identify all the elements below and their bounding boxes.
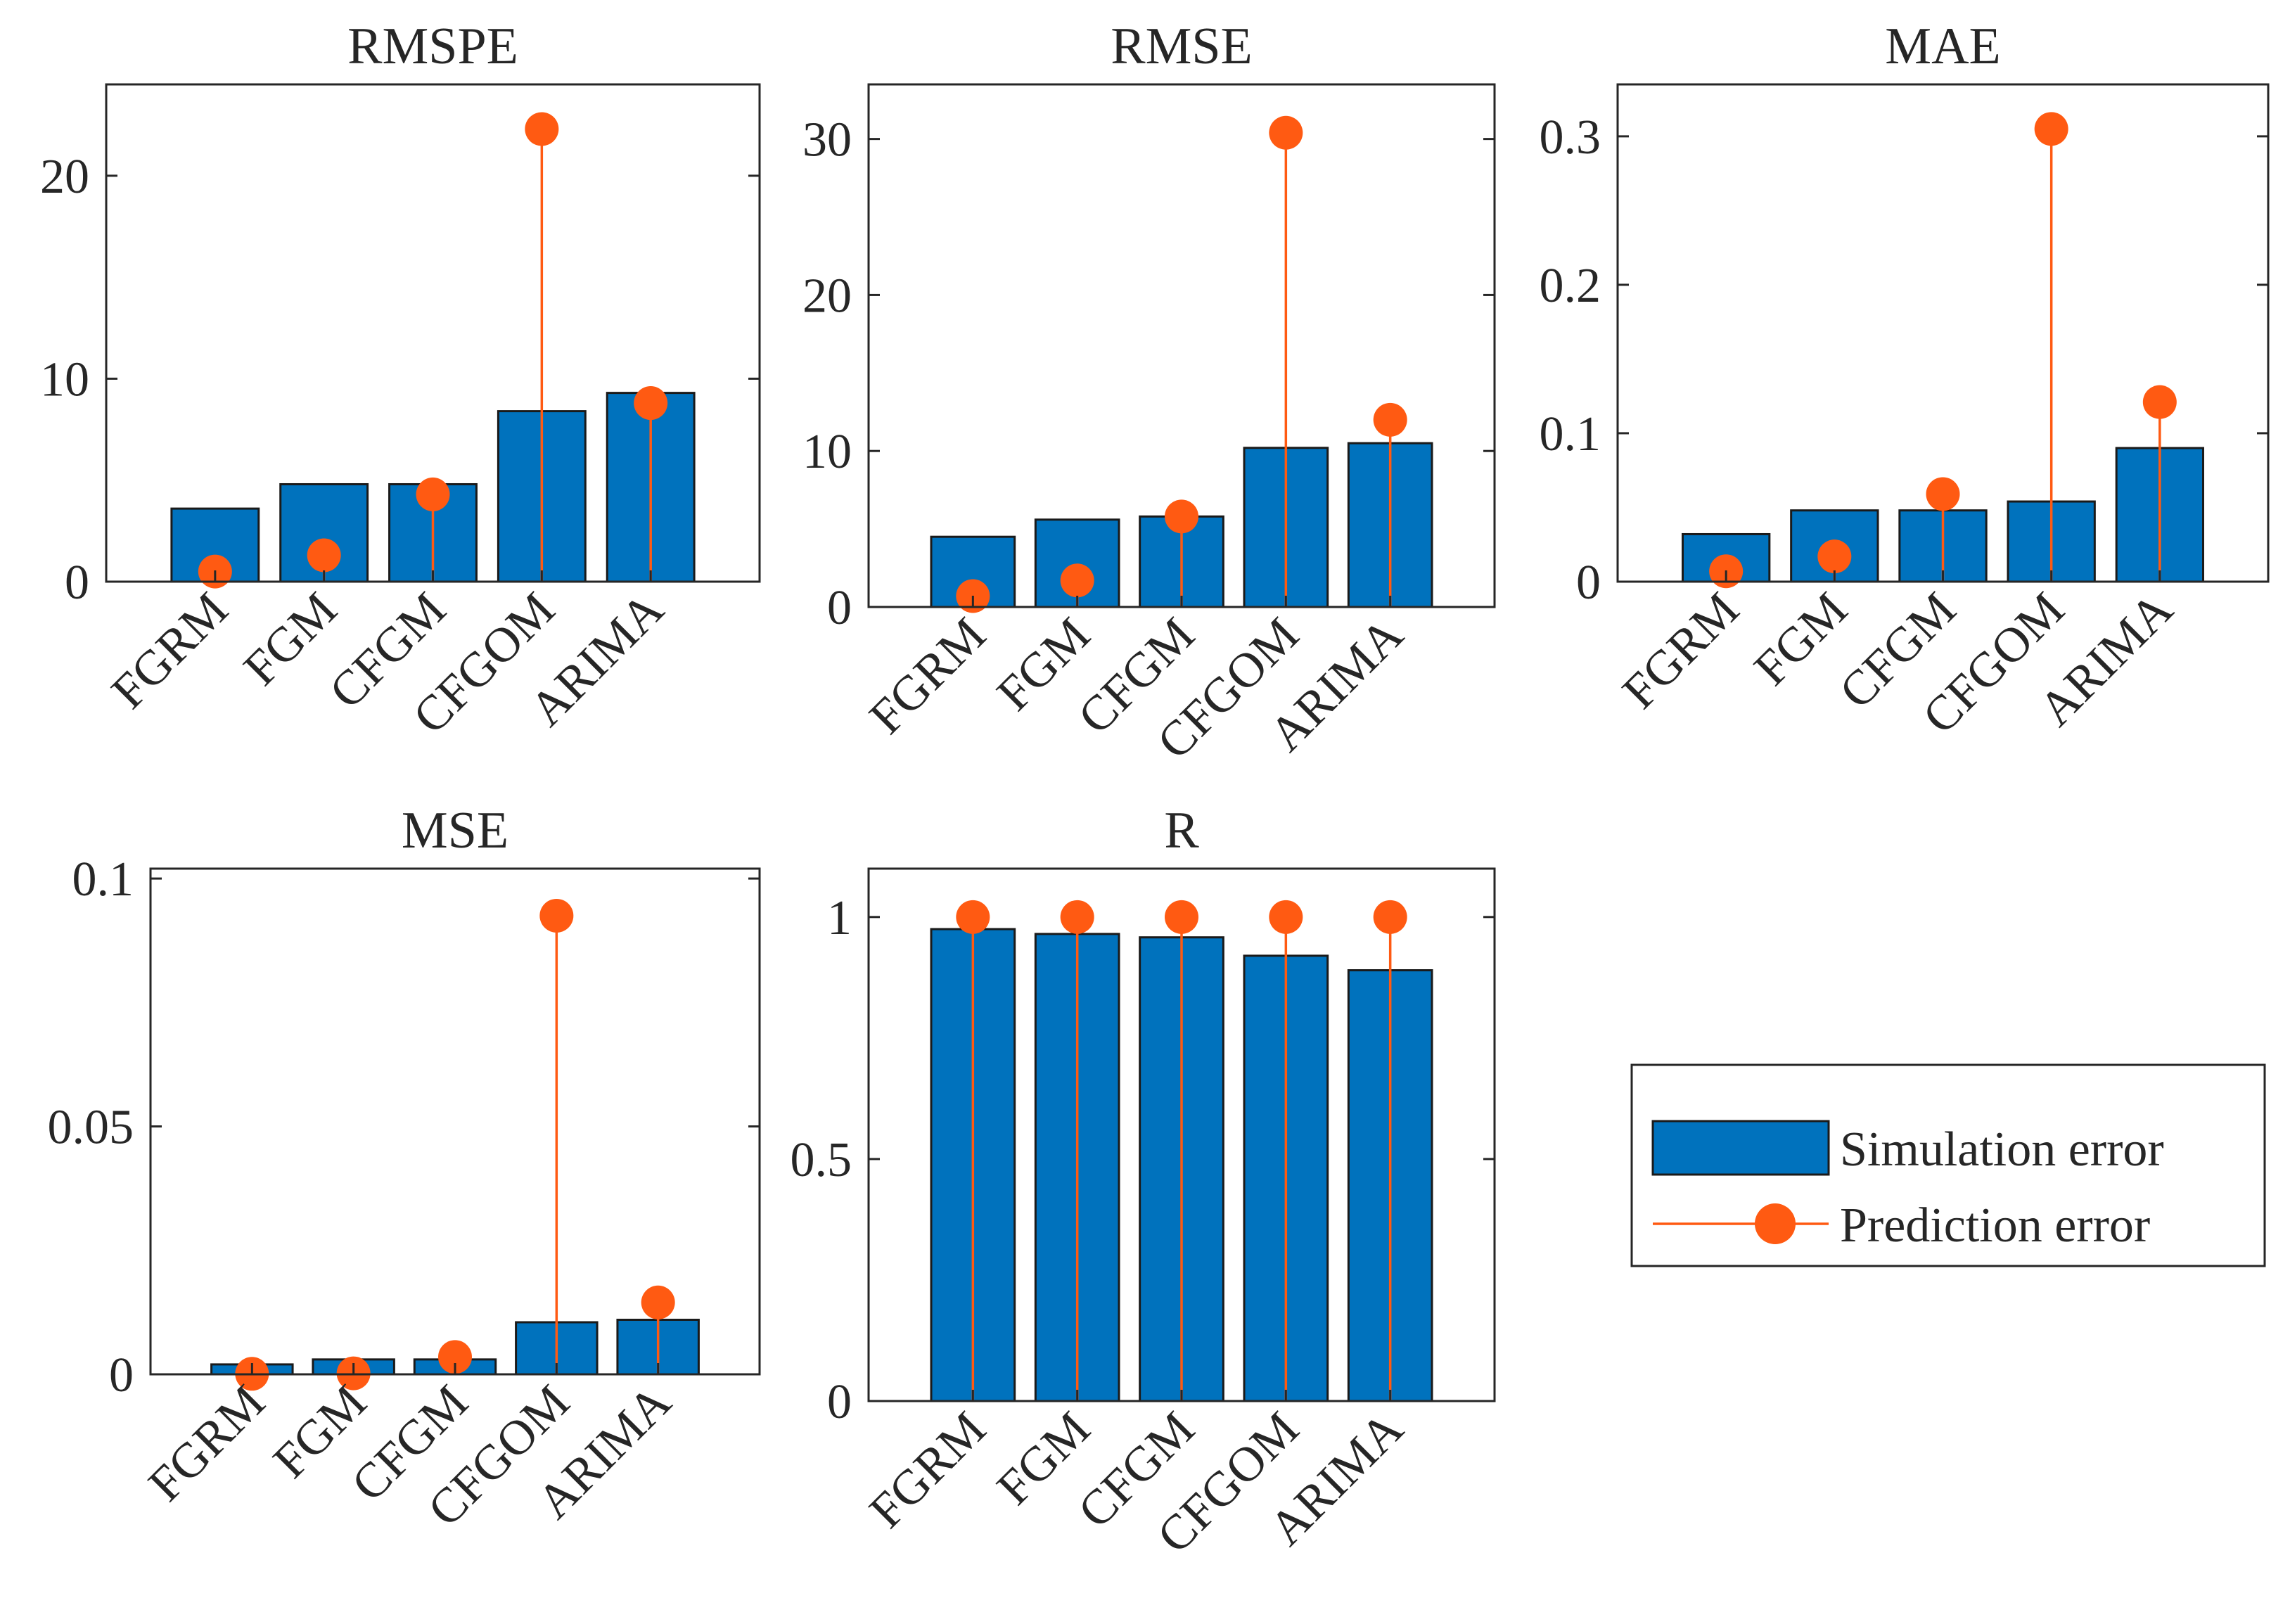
r-marker-cfgm [1165, 900, 1198, 934]
mse-marker-cfgm [438, 1340, 472, 1374]
rmse-marker-arima [1373, 402, 1407, 437]
r-marker-fgm [1060, 900, 1094, 934]
mse-marker-cfgom [539, 898, 574, 933]
r-ytick-label: 0 [827, 1375, 852, 1429]
legend-bar-swatch [1651, 1120, 1830, 1176]
chart-panels: 01020FGRMFGMCFGMCFGOMARIMARMSPE0102030FG… [40, 18, 2270, 1564]
rmspe-title: RMSPE [347, 18, 518, 75]
r-marker-cfgom [1269, 900, 1303, 934]
legend-simulation-label: Simulation error [1840, 1123, 2164, 1177]
rmspe-marker-arima [634, 386, 668, 421]
mse-marker-arima [641, 1285, 675, 1319]
mae-title: MAE [1885, 18, 2000, 75]
rmse-marker-cfgm [1165, 499, 1198, 534]
rmspe-ytick-label: 0 [65, 556, 89, 610]
r-ytick-label: 0.5 [791, 1133, 852, 1187]
rmse-title: RMSE [1111, 18, 1253, 75]
r-title: R [1164, 802, 1199, 859]
r-marker-fgrm [956, 900, 990, 934]
rmse-ytick-label: 30 [802, 113, 852, 167]
mse-ytick-label: 0.1 [72, 852, 134, 907]
rmse-category-label: FGRM [859, 608, 997, 745]
mae-marker-arima [2142, 385, 2177, 419]
r-ytick-label: 1 [827, 891, 852, 945]
mse-ytick-label: 0 [109, 1348, 134, 1402]
mse-ytick-label: 0.05 [48, 1101, 134, 1155]
mae-ytick-label: 0.2 [1540, 259, 1601, 313]
legend-stem-marker [1755, 1203, 1796, 1244]
mae-ytick-label: 0.1 [1540, 407, 1601, 461]
r-category-label: FGRM [859, 1402, 997, 1539]
rmspe-ytick-label: 20 [40, 150, 89, 204]
mse-title: MSE [402, 802, 508, 859]
mae-ytick-label: 0.3 [1540, 110, 1601, 165]
mae-marker-cfgom [2034, 112, 2068, 146]
legend-prediction-label: Prediction error [1840, 1198, 2150, 1253]
rmse-ytick-label: 0 [827, 581, 852, 635]
rmspe-category-label: FGRM [101, 582, 238, 720]
mae-ytick-label: 0 [1576, 556, 1601, 610]
mae-marker-fgm [1817, 539, 1852, 574]
rmspe-ytick-label: 10 [40, 352, 89, 407]
rmspe-marker-fgm [307, 538, 341, 573]
mae-category-label: FGRM [1613, 582, 1750, 720]
rmspe-marker-cfgom [525, 112, 559, 146]
rmse-marker-cfgom [1269, 115, 1303, 150]
mse-category-label: FGRM [139, 1375, 276, 1512]
rmspe-marker-cfgm [416, 477, 450, 511]
mae-marker-cfgm [1926, 477, 1960, 511]
r-marker-arima [1373, 900, 1407, 934]
rmse-marker-fgm [1060, 563, 1094, 598]
rmse-ytick-label: 10 [802, 425, 852, 479]
rmse-ytick-label: 20 [802, 269, 852, 323]
legend: Simulation error Prediction error [1630, 1063, 2266, 1267]
